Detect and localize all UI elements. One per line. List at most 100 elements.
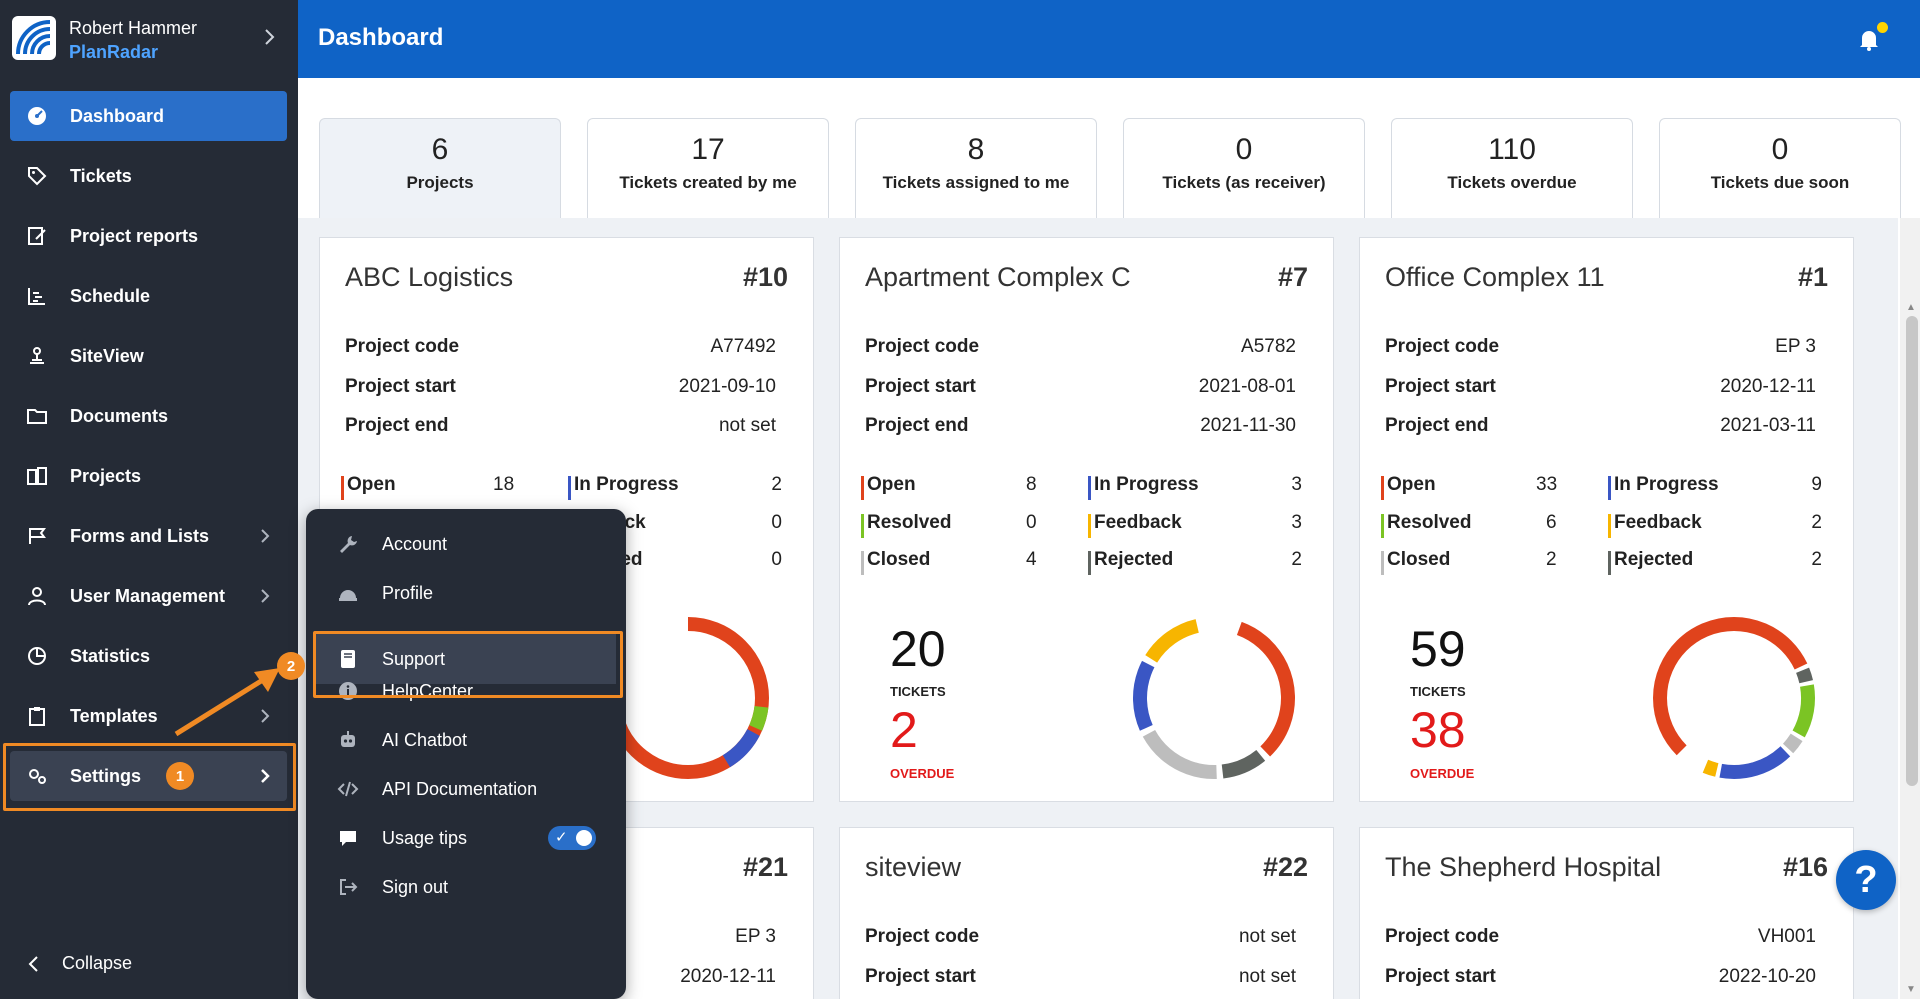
- status-bar: [1381, 551, 1384, 575]
- scrollbar-thumb[interactable]: [1906, 316, 1918, 786]
- stat-tickets-created[interactable]: 17 Tickets created by me: [587, 118, 829, 218]
- sidebar-item-templates[interactable]: Templates: [10, 691, 287, 741]
- status-bar: [1608, 551, 1611, 575]
- sidebar-item-label: Statistics: [70, 645, 151, 666]
- status-label: Open: [347, 474, 396, 495]
- status-bar: [341, 476, 344, 500]
- status-bar: [861, 551, 864, 575]
- project-code-row: Project code not set: [865, 926, 1296, 952]
- stat-tickets-overdue[interactable]: 110 Tickets overdue: [1391, 118, 1633, 218]
- stat-tickets-assigned[interactable]: 8 Tickets assigned to me: [855, 118, 1097, 218]
- sidebar-item-siteview[interactable]: SiteView: [10, 331, 287, 381]
- sidebar-item-dashboard[interactable]: Dashboard: [10, 91, 287, 141]
- project-card[interactable]: The Shepherd Hospital #16 Project code VH…: [1359, 827, 1854, 999]
- settings-menu: Account Profile Support HelpCenter AI Ch…: [306, 509, 626, 999]
- project-name: ABC Logistics: [345, 262, 514, 292]
- menu-item-api-documentation[interactable]: API Documentation: [316, 764, 616, 814]
- project-start-row: Project start 2022-10-20: [1385, 966, 1816, 992]
- step-badge: 1: [166, 762, 194, 790]
- sidebar-item-label: Dashboard: [70, 105, 165, 126]
- sidebar-item-user-management[interactable]: User Management: [10, 571, 287, 621]
- scroll-up-icon[interactable]: ▲: [1906, 302, 1916, 313]
- field-label: Project start: [865, 376, 976, 397]
- usage-tips-toggle[interactable]: ✓: [548, 826, 596, 850]
- sidebar-item-projects[interactable]: Projects: [10, 451, 287, 501]
- sidebar-item-settings[interactable]: Settings: [10, 751, 287, 801]
- stat-value: 0: [1771, 133, 1789, 166]
- collapse-button[interactable]: Collapse: [24, 953, 132, 974]
- overdue-tickets: 38: [1410, 702, 1466, 758]
- sidebar-item-tickets[interactable]: Tickets: [10, 151, 287, 201]
- project-card[interactable]: Office Complex 11 #1 Project code EP 3 Pr…: [1359, 237, 1854, 802]
- status-donut-chart: [1653, 617, 1815, 779]
- help-button[interactable]: ?: [1836, 850, 1896, 910]
- status-bar: [1088, 514, 1091, 538]
- status-count: 2: [1811, 512, 1822, 533]
- sidebar-item-label: Documents: [70, 405, 169, 426]
- project-card[interactable]: Apartment Complex C #7 Project code A5782…: [839, 237, 1334, 802]
- settings-highlight-frame: [3, 743, 296, 811]
- sidebar-item-schedule[interactable]: Schedule: [10, 271, 287, 321]
- stat-label: Tickets overdue: [1447, 173, 1577, 192]
- stat-value: 17: [691, 133, 725, 166]
- project-card[interactable]: siteview #22 Project code not set Project…: [839, 827, 1334, 999]
- project-end-row: Project end not set: [345, 415, 776, 441]
- bell-icon[interactable]: [1856, 26, 1882, 52]
- page-title: Dashboard: [318, 24, 444, 51]
- account-switcher[interactable]: Robert Hammer PlanRadar: [12, 14, 288, 64]
- menu-item-usage-tips[interactable]: Usage tips ✓: [316, 813, 616, 863]
- status-closed: Closed 4: [861, 549, 1041, 575]
- stat-projects[interactable]: 6 Projects: [319, 118, 561, 218]
- chevron-right-icon: [265, 29, 275, 45]
- project-number: #21: [742, 852, 788, 882]
- toggle-knob: [576, 830, 592, 846]
- menu-item-account[interactable]: Account: [316, 519, 616, 569]
- field-value: A77492: [710, 336, 776, 357]
- field-value: 2020-12-11: [680, 966, 776, 987]
- status-donut-chart: [1133, 617, 1295, 779]
- status-label: Feedback: [1094, 512, 1182, 533]
- stat-tickets-receiver[interactable]: 0 Tickets (as receiver): [1123, 118, 1365, 218]
- stat-tickets-due-soon[interactable]: 0 Tickets due soon: [1659, 118, 1901, 218]
- menu-item-profile[interactable]: Profile: [316, 568, 616, 618]
- menu-item-label: Support: [382, 648, 446, 669]
- sidebar-item-statistics[interactable]: Statistics: [10, 631, 287, 681]
- project-name: The Shepherd Hospital: [1385, 852, 1662, 882]
- status-count: 2: [1546, 549, 1557, 570]
- siteview-icon: [24, 343, 50, 369]
- scroll-down-icon[interactable]: ▼: [1906, 984, 1916, 995]
- status-in-progress: In Progress 3: [1088, 474, 1302, 500]
- menu-item-sign-out[interactable]: Sign out: [316, 862, 616, 912]
- report-icon: [24, 223, 50, 249]
- stat-label: Tickets created by me: [619, 173, 797, 192]
- menu-item-support[interactable]: Support: [316, 634, 616, 684]
- sidebar-item-forms-and-lists[interactable]: Forms and Lists: [10, 511, 287, 561]
- project-code-row: Project code EP 3: [1385, 336, 1816, 362]
- field-value: VH001: [1757, 926, 1816, 947]
- menu-item-label: Account: [382, 533, 448, 554]
- status-bar: [1088, 476, 1091, 500]
- status-open: Open 33: [1381, 474, 1561, 500]
- menu-item-ai-chatbot[interactable]: AI Chatbot: [316, 715, 616, 765]
- company-name: PlanRadar: [69, 42, 159, 62]
- field-value: 2020-12-11: [1720, 376, 1816, 397]
- status-label: In Progress: [1094, 474, 1199, 495]
- sidebar-item-documents[interactable]: Documents: [10, 391, 287, 441]
- stat-value: 110: [1488, 133, 1536, 166]
- project-end-row: Project end 2021-03-11: [1385, 415, 1816, 441]
- project-name: siteview: [865, 852, 962, 882]
- chat-icon: [336, 826, 360, 850]
- status-label: Resolved: [1387, 512, 1472, 533]
- status-resolved: Resolved 0: [861, 512, 1041, 538]
- chevron-right-icon: [261, 589, 270, 603]
- status-count: 2: [771, 474, 782, 495]
- status-count: 6: [1546, 512, 1557, 533]
- tag-icon: [24, 163, 50, 189]
- status-label: Resolved: [867, 512, 952, 533]
- sidebar-item-project-reports[interactable]: Project reports: [10, 211, 287, 261]
- tickets-label: TICKETS: [1410, 684, 1466, 699]
- project-start-row: Project start 2021-09-10: [345, 376, 776, 402]
- field-label: Project end: [865, 415, 969, 436]
- main-content: 6 Projects 17 Tickets created by me 8 Ti…: [298, 78, 1920, 999]
- scrollbar[interactable]: ▲ ▼: [1900, 218, 1920, 999]
